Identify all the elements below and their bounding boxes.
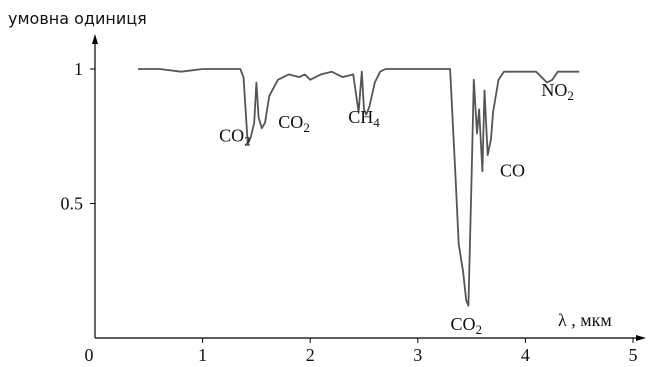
molecule-label: CO2 (219, 126, 251, 149)
x-axis-title: λ , мкм (558, 310, 612, 330)
x-tick-label: 2 (306, 345, 315, 365)
x-tick-label: 0 (85, 345, 94, 365)
x-axis-arrow (636, 335, 646, 341)
molecule-label: CO2 (450, 314, 482, 337)
molecule-label: NO2 (541, 80, 574, 103)
x-tick-label: 1 (198, 345, 207, 365)
molecule-label: CO2 (278, 112, 310, 135)
y-ticks: 0.51 (61, 59, 95, 214)
y-axis-title: умовна одиниця (8, 9, 147, 28)
y-axis-arrow (92, 34, 98, 44)
spectrum-line (138, 68, 580, 307)
molecule-label: CO (500, 161, 525, 181)
annotations: CO2 CO2 CH4 CO2 CO NO2 (219, 80, 574, 337)
x-ticks: 0 1 2 3 4 5 (85, 338, 638, 365)
x-tick-label: 5 (629, 345, 638, 365)
molecule-label: CH4 (348, 107, 380, 130)
series-group (138, 68, 580, 307)
y-tick-label: 1 (74, 59, 83, 79)
y-tick-label: 0.5 (61, 194, 84, 214)
x-tick-label: 3 (413, 345, 422, 365)
x-tick-label: 4 (521, 345, 530, 365)
